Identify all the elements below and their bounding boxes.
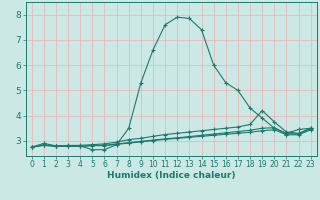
X-axis label: Humidex (Indice chaleur): Humidex (Indice chaleur): [107, 171, 236, 180]
